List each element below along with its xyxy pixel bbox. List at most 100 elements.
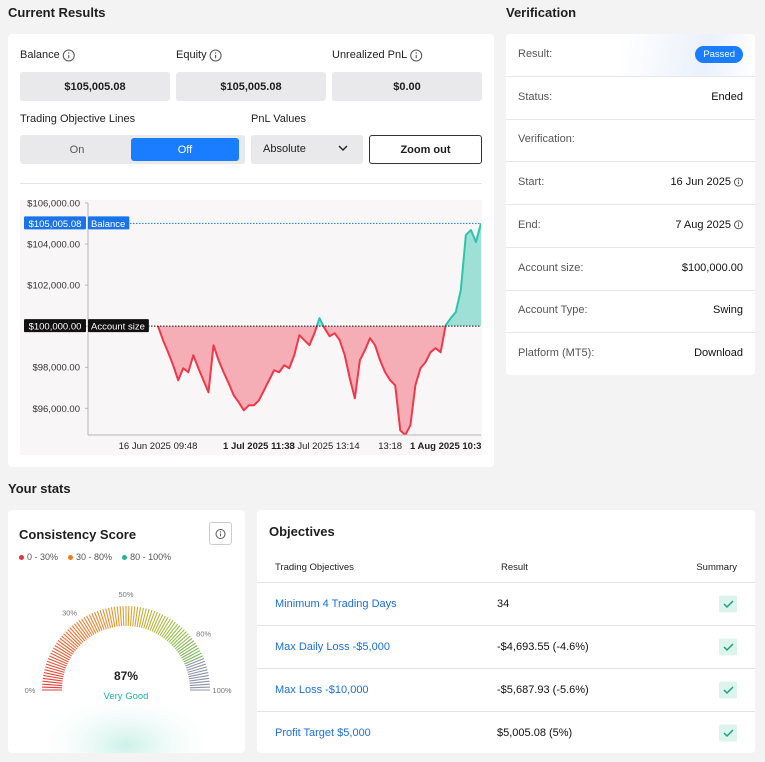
annotation-label: Account size bbox=[91, 322, 145, 333]
gauge-tick bbox=[189, 677, 210, 682]
gauge-tick bbox=[155, 615, 166, 634]
gauge-tick bbox=[88, 614, 99, 633]
legend-item: 30 - 80% bbox=[68, 552, 112, 562]
verification-row: Status: Ended bbox=[506, 77, 755, 120]
gauge-tick bbox=[43, 671, 64, 678]
gauge-tick bbox=[44, 669, 65, 676]
gauge-tick bbox=[168, 627, 183, 643]
field-value: $105,005.08 bbox=[20, 72, 170, 101]
gauge-tick bbox=[182, 650, 201, 661]
gauge-tick bbox=[45, 663, 66, 671]
gauge-tick bbox=[176, 637, 193, 652]
gauge-tick bbox=[187, 669, 208, 676]
verification-row: End: 7 Aug 2025 bbox=[506, 205, 755, 248]
gauge-tick bbox=[107, 607, 114, 628]
gauge-tick bbox=[42, 683, 63, 687]
row-label: End: bbox=[518, 218, 541, 231]
gauge-tick bbox=[171, 631, 187, 646]
legend-dot bbox=[68, 554, 74, 560]
pnl-select[interactable]: Absolute bbox=[251, 135, 363, 164]
row-value: Swing bbox=[713, 304, 743, 317]
gauge: 0% 30% 50% 80% 100% 87% Very Good bbox=[25, 590, 232, 753]
gauge-tick bbox=[105, 608, 112, 629]
gauge-tick bbox=[54, 645, 73, 657]
gauge-tick bbox=[143, 609, 150, 629]
card-title: Consistency Score bbox=[19, 527, 137, 542]
gauge-tick bbox=[185, 660, 206, 669]
objective-name[interactable]: Profit Target $5,000 bbox=[275, 727, 371, 739]
gauge-tick bbox=[42, 686, 63, 689]
verification-row: Platform (MT5): Download bbox=[506, 333, 755, 375]
gauge-tick bbox=[140, 608, 147, 629]
objective-name[interactable]: Minimum 4 Trading Days bbox=[275, 598, 397, 610]
consistency-card: Consistency Score 0 - 30% 30 - 80% 80 - 100… bbox=[8, 510, 245, 753]
glow bbox=[31, 690, 221, 753]
gauge-tick bbox=[50, 652, 69, 663]
divider bbox=[257, 582, 755, 583]
gauge-tick bbox=[174, 635, 191, 650]
gauge-tick-label: 100% bbox=[212, 686, 232, 695]
gauge-tick bbox=[110, 607, 116, 628]
objective-name[interactable]: Max Daily Loss -$5,000 bbox=[275, 641, 390, 653]
gauge-tick bbox=[83, 616, 95, 635]
gauge-tick bbox=[161, 620, 174, 638]
toggle-option[interactable]: Off bbox=[131, 138, 239, 161]
gauge-tick bbox=[189, 683, 210, 687]
verification-row: Account Type: Swing bbox=[506, 290, 755, 334]
gauge-tick bbox=[145, 609, 153, 630]
gauge-tick bbox=[69, 627, 84, 643]
gauge-tick bbox=[91, 613, 101, 632]
annotation-box bbox=[24, 216, 86, 230]
gauge-tick bbox=[185, 658, 205, 667]
field-label: Balance bbox=[20, 49, 60, 61]
divider bbox=[257, 711, 755, 712]
toggle-option[interactable]: On bbox=[69, 143, 85, 156]
gauge-tick bbox=[186, 663, 207, 671]
pnl-line bbox=[157, 223, 481, 435]
gauge-tick bbox=[149, 611, 158, 631]
divider bbox=[257, 625, 755, 626]
y-tick-label: $102,000.00 bbox=[27, 281, 80, 292]
row-label: Status: bbox=[518, 90, 553, 103]
objective-name[interactable]: Max Loss -$10,000 bbox=[275, 684, 369, 696]
gauge-tick bbox=[65, 631, 81, 646]
legend-label: 30 - 80% bbox=[76, 552, 113, 562]
gauge-tick bbox=[57, 640, 75, 653]
annotation-box bbox=[24, 319, 86, 333]
legend-dot bbox=[122, 554, 128, 560]
row-value[interactable]: Download bbox=[694, 346, 743, 359]
gauge-tick bbox=[67, 629, 82, 645]
gauge-tick bbox=[61, 635, 78, 650]
objectives-card: Objectives Trading Objectives Result Summar… bbox=[257, 510, 755, 753]
gauge-tick bbox=[86, 615, 97, 634]
gauge-tick bbox=[177, 640, 195, 653]
verification-card: Result: Passed Status: Ended Verification: St… bbox=[506, 34, 755, 375]
row-value: 7 Aug 2025 bbox=[675, 218, 731, 231]
zoom-button[interactable]: Zoom out bbox=[369, 135, 482, 164]
objective-result: 34 bbox=[497, 598, 510, 610]
verification-row: Verification: bbox=[506, 119, 755, 163]
gauge-tick bbox=[127, 606, 130, 627]
gauge-tick bbox=[188, 674, 209, 680]
legend-label: 0 - 30% bbox=[27, 552, 59, 562]
row-value: $100,000.00 bbox=[681, 261, 743, 274]
x-tick-label: 13:18 bbox=[378, 441, 402, 452]
gauge-tick bbox=[78, 620, 91, 638]
gauge-tick bbox=[102, 609, 109, 629]
gauge-tick bbox=[134, 606, 139, 627]
gauge-tick bbox=[49, 655, 68, 665]
row-label: Platform (MT5): bbox=[518, 346, 595, 359]
annotation-value: $100,000.00 bbox=[29, 322, 82, 333]
annotation-box bbox=[88, 216, 130, 230]
row-label: Result: bbox=[518, 48, 553, 60]
chart: $96,000.00 $98,000.00 $100,000.00 $102,000.… bbox=[20, 199, 482, 455]
section-title: Current Results bbox=[8, 5, 106, 20]
gauge-tick bbox=[42, 677, 63, 682]
gauge-tick bbox=[99, 609, 107, 630]
gauge-tick-label: 30% bbox=[62, 608, 77, 617]
info-button[interactable] bbox=[209, 522, 232, 545]
verification-row: Account size: $100,000.00 bbox=[506, 248, 755, 291]
gauge-tick bbox=[157, 616, 169, 635]
row-label: Account Type: bbox=[518, 304, 588, 317]
divider bbox=[257, 668, 755, 669]
